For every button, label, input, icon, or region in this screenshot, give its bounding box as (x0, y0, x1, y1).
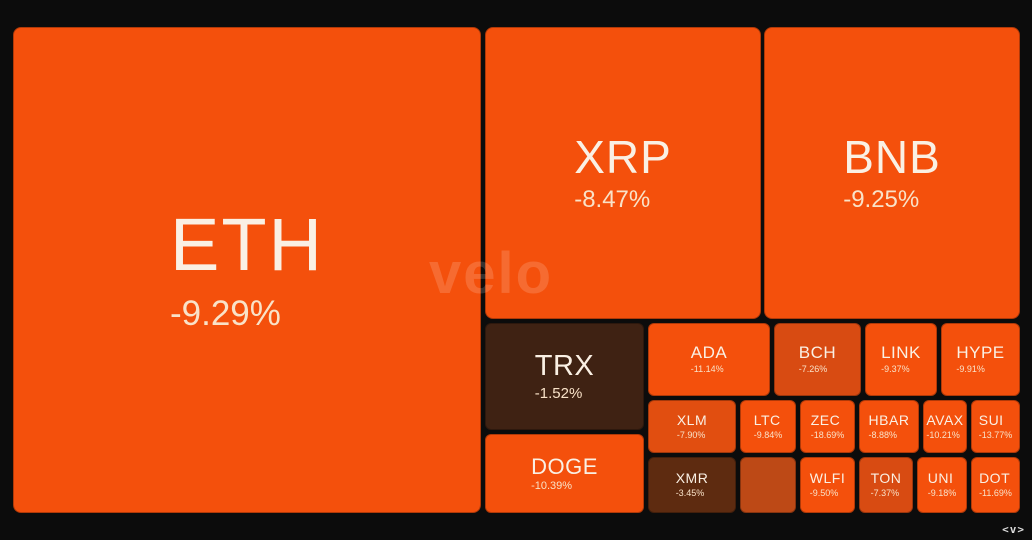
tile-change: -10.21% (926, 429, 960, 440)
tile-symbol: LTC (753, 411, 781, 428)
tile-change: -8.88% (868, 429, 898, 440)
tile-symbol: XRP (574, 130, 672, 183)
tile-zec[interactable]: ZEC -18.69% (800, 400, 855, 453)
velo-logo: <v> (1002, 523, 1025, 536)
tile-change: -9.37% (881, 364, 910, 375)
tile-change: -11.14% (690, 364, 724, 375)
tile-bnb[interactable]: BNB -9.25% (764, 27, 1020, 319)
tile-xrp[interactable]: XRP -8.47% (485, 27, 761, 319)
tile-change: -9.84% (753, 429, 783, 440)
tile-symbol: DOGE (531, 453, 598, 479)
tile-bch[interactable]: BCH -7.26% (774, 323, 861, 396)
tile-symbol: HBAR (868, 411, 910, 428)
tile-change: -9.50% (809, 488, 839, 499)
tile-change: -18.69% (810, 429, 845, 440)
tile-change: -10.39% (531, 479, 573, 492)
tile-change: -11.69% (979, 488, 1012, 499)
tile-symbol: SUI (978, 411, 1004, 428)
tile-link[interactable]: LINK -9.37% (865, 323, 937, 396)
tile-change: -9.91% (956, 364, 985, 375)
tile-hbar[interactable]: HBAR -8.88% (859, 400, 919, 453)
tile-xlm[interactable]: XLM -7.90% (648, 400, 736, 453)
tile-symbol: AVAX (926, 411, 964, 428)
tile-symbol: UNI (927, 470, 954, 487)
tile-change: -7.90% (676, 429, 706, 440)
tile-change: -13.77% (978, 429, 1013, 440)
tile-change: -9.29% (170, 293, 281, 333)
tile-symbol: HYPE (956, 343, 1005, 363)
treemap: ETH -9.29% XRP -8.47% BNB -9.25% TRX -1.… (13, 27, 1020, 513)
tile-change: -7.26% (798, 364, 828, 375)
tile-symbol: XMR (675, 470, 709, 487)
tile-change: -1.52% (534, 384, 583, 402)
tile-symbol: XLM (676, 411, 708, 428)
tile-eth[interactable]: ETH -9.29% (13, 27, 481, 513)
tile-trx[interactable]: TRX -1.52% (485, 323, 644, 430)
tile-dot[interactable]: DOT -11.69% (971, 457, 1020, 513)
tile-ton[interactable]: TON -7.37% (859, 457, 913, 513)
tile-change: -3.45% (675, 488, 705, 499)
tile-unlabeled[interactable] (740, 457, 796, 513)
tile-symbol: LINK (881, 343, 921, 363)
tile-symbol: DOT (979, 470, 1011, 487)
tile-doge[interactable]: DOGE -10.39% (485, 434, 644, 513)
tile-change: -8.47% (574, 185, 651, 213)
tile-ltc[interactable]: LTC -9.84% (740, 400, 796, 453)
tile-symbol: TRX (534, 350, 595, 383)
tile-symbol: ETH (170, 203, 324, 287)
tile-symbol: BCH (798, 343, 837, 363)
tile-avax[interactable]: AVAX -10.21% (923, 400, 967, 453)
tile-hype[interactable]: HYPE -9.91% (941, 323, 1020, 396)
tile-symbol: TON (870, 470, 902, 487)
tile-uni[interactable]: UNI -9.18% (917, 457, 967, 513)
tile-change: -7.37% (870, 488, 900, 499)
tile-symbol: BNB (843, 130, 941, 183)
tile-ada[interactable]: ADA -11.14% (648, 323, 770, 396)
tile-symbol: ZEC (810, 411, 841, 428)
tile-change: -9.25% (843, 185, 920, 213)
tile-symbol: WLFI (809, 470, 846, 487)
tile-sui[interactable]: SUI -13.77% (971, 400, 1020, 453)
tile-xmr[interactable]: XMR -3.45% (648, 457, 736, 513)
tile-symbol: ADA (690, 343, 728, 363)
tile-change: -9.18% (927, 488, 957, 499)
tile-wlfi[interactable]: WLFI -9.50% (800, 457, 855, 513)
